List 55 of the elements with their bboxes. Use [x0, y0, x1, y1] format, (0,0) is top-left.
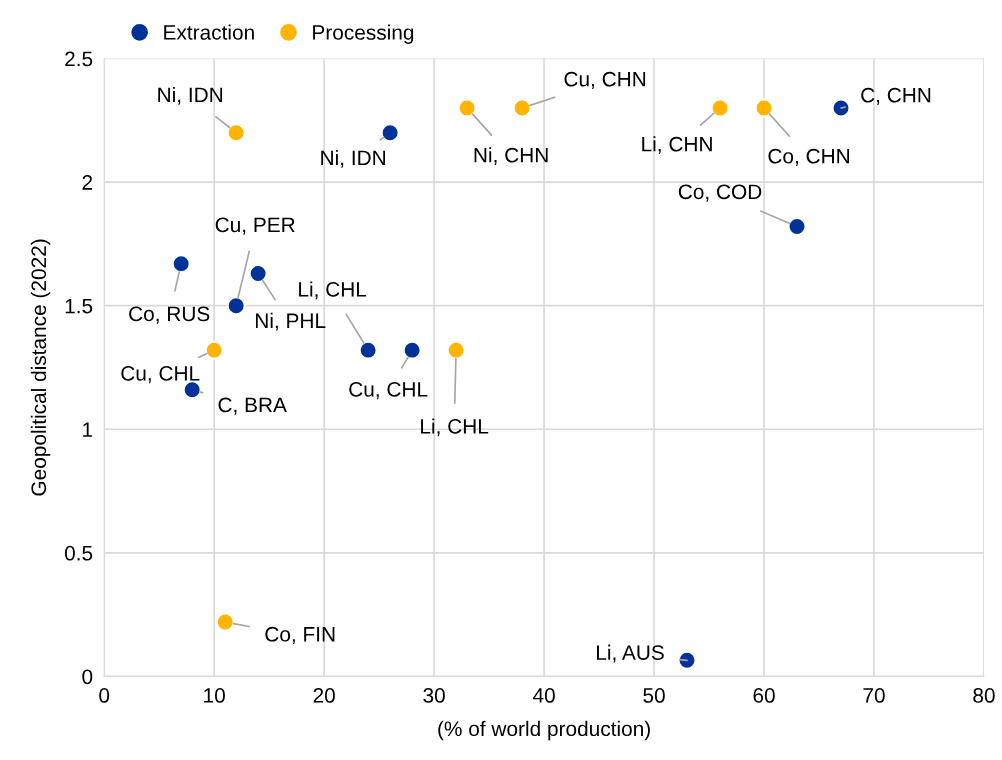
point [787, 217, 807, 237]
point [215, 612, 235, 632]
y-tick-label: 2.5 [65, 51, 93, 67]
point [226, 296, 246, 316]
point [226, 123, 246, 143]
point [446, 340, 466, 360]
annotation: Co, COD [678, 184, 762, 202]
annotation: Co, FIN [265, 626, 335, 645]
y-tick-label: 1 [83, 422, 93, 437]
y-tick-label: 0 [82, 669, 93, 685]
x-axis-title: (% of world production) [438, 720, 650, 741]
y-axis-title: Geopolitical distance (2022) [30, 239, 51, 496]
point [457, 98, 477, 118]
annotation: Li, AUS [597, 644, 664, 663]
x-tick-label: 60 [753, 688, 775, 703]
annotation: Cu, CHL [121, 366, 200, 384]
annotation: Li, CHN [642, 136, 712, 154]
y-tick-label: 0.5 [64, 545, 93, 561]
annotation: Li, CHL [421, 418, 489, 437]
annotation: Cu, PER [215, 217, 295, 235]
annotation: Cu, CHL [349, 382, 428, 400]
point [380, 123, 400, 143]
annotation: Co, RUS [129, 306, 210, 324]
y-tick-label: 2 [82, 175, 93, 190]
x-tick-label: 0 [99, 688, 110, 703]
x-tick-label: 20 [313, 688, 335, 703]
annotation: C, CHN [861, 87, 931, 105]
point [512, 98, 532, 118]
annotation: Co, CHN [768, 148, 849, 166]
y-tick-label: 1.5 [65, 298, 93, 314]
legend-label: Extraction [164, 24, 254, 40]
point [402, 340, 422, 360]
point [677, 650, 697, 670]
annotation: Ni, IDN [321, 149, 385, 168]
annotation: Li, CHL [299, 281, 367, 300]
x-tick-label: 30 [423, 688, 445, 703]
annotation: Ni, IDN [158, 86, 223, 105]
annotation: C, BRA [218, 397, 287, 415]
point [204, 340, 224, 360]
point [248, 264, 268, 284]
legend-label: Processing [313, 24, 414, 44]
point [171, 254, 191, 274]
point [831, 98, 851, 118]
annotation: Ni, PHL [255, 312, 326, 331]
x-tick-label: 10 [204, 688, 225, 703]
annotation: Ni, CHN [474, 147, 548, 165]
x-tick-label: 50 [643, 688, 665, 703]
point [754, 98, 774, 118]
x-tick-label: 70 [863, 688, 885, 703]
annotation: Cu, CHN [564, 71, 646, 89]
point [182, 380, 202, 400]
point [710, 98, 730, 118]
point [358, 340, 378, 360]
x-tick-label: 40 [532, 688, 555, 703]
x-tick-label: 80 [973, 688, 995, 703]
